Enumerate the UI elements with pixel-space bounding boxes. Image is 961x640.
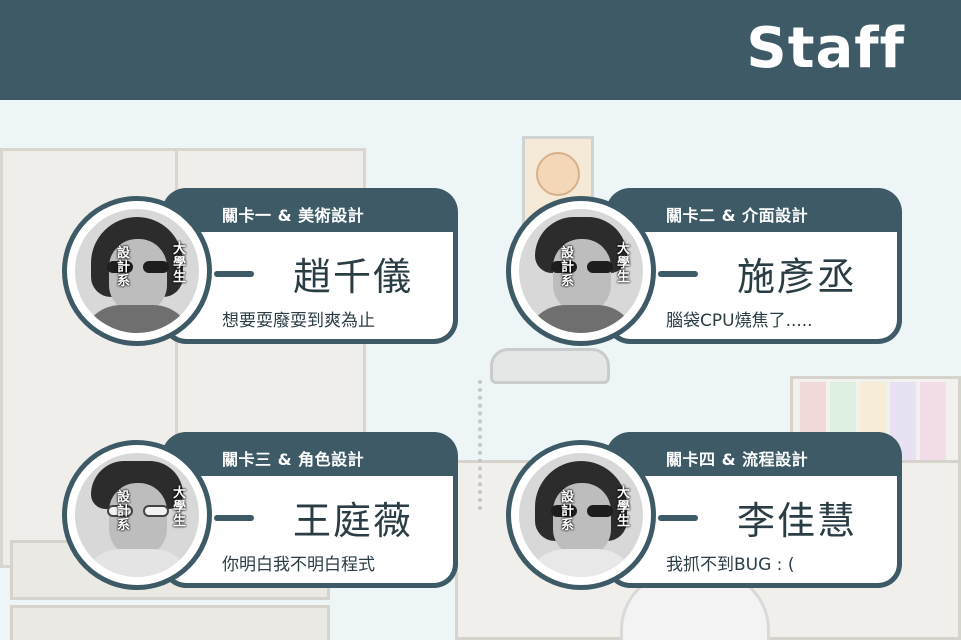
staff-name: 趙千儀 <box>292 255 413 299</box>
staff-motto: 想要耍廢耍到爽為止 <box>222 311 375 331</box>
connector-line <box>658 271 698 277</box>
shoulders-shape <box>81 549 193 577</box>
card-header <box>606 188 902 238</box>
staff-name: 王庭薇 <box>292 499 413 543</box>
shoulders-shape <box>525 305 637 333</box>
stamp-text-right: 大學生 <box>173 486 187 529</box>
lamp-illustration <box>490 348 610 384</box>
card-header <box>606 432 902 482</box>
connector-line <box>658 515 698 521</box>
face-shape <box>553 239 611 313</box>
drawer-illustration <box>10 605 330 640</box>
poster-face <box>536 152 580 196</box>
staff-avatar: 設計系 大學生 <box>506 440 656 590</box>
page-title: Staff <box>746 16 905 81</box>
staff-role: 關卡二 & 介面設計 <box>666 206 809 225</box>
staff-photo <box>75 453 199 577</box>
staff-card: 關卡三 & 角色設計 王庭薇 你明白我不明白程式 設計系 大學生 <box>62 432 462 590</box>
card-body <box>606 232 902 344</box>
sunglasses-icon <box>107 261 169 275</box>
face-shape <box>553 483 611 557</box>
staff-motto: 你明白我不明白程式 <box>222 555 375 575</box>
sunglasses-icon <box>551 261 613 275</box>
card-body <box>606 476 902 588</box>
card-header <box>162 432 458 482</box>
staff-name: 李佳慧 <box>736 499 857 543</box>
staff-role: 關卡四 & 流程設計 <box>666 450 809 469</box>
header-bar: Staff <box>0 0 961 100</box>
glasses-icon <box>107 505 169 519</box>
card-header <box>162 188 458 238</box>
staff-role: 關卡三 & 角色設計 <box>222 450 365 469</box>
staff-photo <box>75 209 199 333</box>
connector-line <box>214 271 254 277</box>
stamp-text-left: 設計系 <box>117 246 131 289</box>
staff-avatar: 設計系 大學生 <box>506 196 656 346</box>
face-shape <box>109 239 167 313</box>
staff-avatar: 設計系 大學生 <box>62 196 212 346</box>
card-body <box>162 232 458 344</box>
stamp-text-right: 大學生 <box>617 486 631 529</box>
sunglasses-icon <box>551 505 613 519</box>
staff-card: 關卡四 & 流程設計 李佳慧 我抓不到BUG : ( 設計系 大學生 <box>506 432 906 590</box>
lamp-arm-illustration <box>478 380 496 510</box>
staff-photo <box>519 209 643 333</box>
stamp-text-right: 大學生 <box>173 242 187 285</box>
staff-avatar: 設計系 大學生 <box>62 440 212 590</box>
staff-card: 關卡一 & 美術設計 趙千儀 想要耍廢耍到爽為止 設計系 大學生 <box>62 188 462 346</box>
book-illustration <box>920 382 946 468</box>
stamp-text-right: 大學生 <box>617 242 631 285</box>
staff-name: 施彥丞 <box>736 255 857 299</box>
shoulders-shape <box>525 549 637 577</box>
shoulders-shape <box>81 305 193 333</box>
staff-motto: 我抓不到BUG : ( <box>666 555 795 575</box>
staff-motto: 腦袋CPU燒焦了..... <box>666 311 813 331</box>
wardrobe-divider <box>175 148 178 568</box>
stamp-text-left: 設計系 <box>117 490 131 533</box>
staff-card: 關卡二 & 介面設計 施彥丞 腦袋CPU燒焦了..... 設計系 大學生 <box>506 188 906 346</box>
card-body <box>162 476 458 588</box>
staff-photo <box>519 453 643 577</box>
face-shape <box>109 483 167 557</box>
stamp-text-left: 設計系 <box>561 490 575 533</box>
staff-role: 關卡一 & 美術設計 <box>222 206 365 225</box>
connector-line <box>214 515 254 521</box>
stamp-text-left: 設計系 <box>561 246 575 289</box>
